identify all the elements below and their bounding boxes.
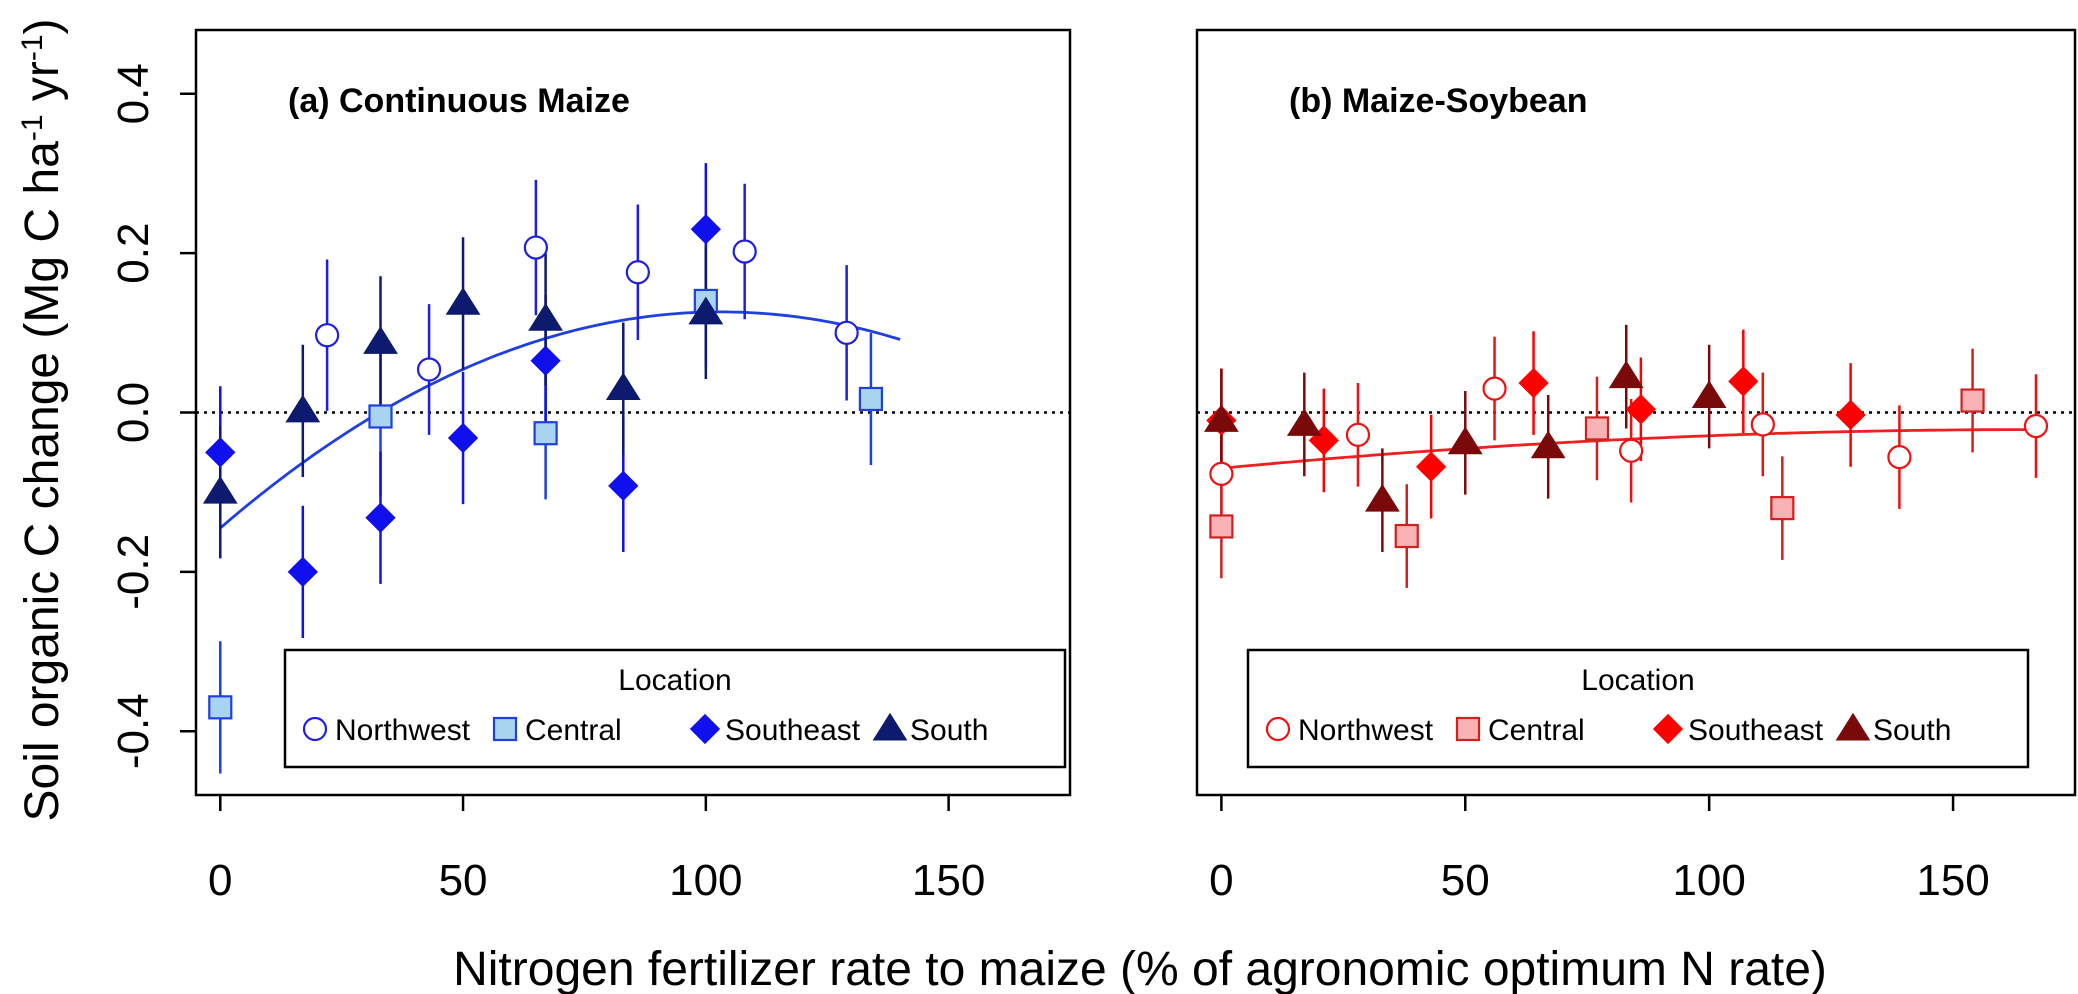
data-point-southeast (1625, 394, 1657, 425)
legend-marker-south (872, 712, 908, 741)
legend-marker-southeast (689, 713, 721, 745)
data-point-northwest (523, 235, 548, 260)
y-tick-label: -0.2 (109, 534, 158, 610)
data-point-northwest (1887, 445, 1912, 470)
x-axis-title: Nitrogen fertilizer rate to maize (% of … (453, 943, 1827, 994)
y-tick-label: -0.4 (109, 693, 158, 769)
data-point-south (445, 287, 481, 315)
data-point-southeast (690, 214, 721, 245)
data-point-central (208, 695, 233, 720)
data-point-southeast (365, 502, 396, 533)
y-axis-title: Soil organic C change (Mg C ha-1 yr-1) (16, 18, 69, 821)
legend-label-northwest: Northwest (335, 714, 471, 747)
legend-marker-southeast (1652, 713, 1684, 745)
data-point-northwest (2023, 413, 2049, 439)
data-point-south (1364, 483, 1400, 512)
y-axis-title-superscript: -1 (16, 114, 49, 141)
legend-label-south: South (1873, 714, 1951, 747)
data-point-central (368, 404, 393, 429)
data-point-northwest (732, 239, 757, 264)
data-point-southeast (530, 345, 561, 376)
data-point-northwest (1209, 461, 1234, 486)
x-tick-label: 0 (1209, 856, 1233, 905)
legend-label-central: Central (525, 714, 622, 747)
data-point-south (1530, 430, 1566, 459)
legend-label-southeast: Southeast (1688, 714, 1824, 747)
data-point-southeast (1415, 451, 1447, 482)
x-tick-label: 100 (669, 856, 742, 905)
y-tick-label: 0.0 (109, 382, 158, 443)
data-point-south (1286, 408, 1322, 436)
x-tick-label: 150 (1916, 856, 1989, 905)
data-point-central (858, 386, 884, 412)
panel-continuous-maize: 0 50 100 150 -0.4 -0.2 0.0 0.2 0.4 (a) Continuous… (109, 28, 1072, 905)
data-point-south (688, 296, 724, 325)
data-point-central (1960, 388, 1985, 413)
legend-marker-central (1455, 716, 1481, 742)
x-tick-label: 100 (1672, 856, 1745, 905)
data-point-south (605, 372, 641, 401)
data-point-northwest (1619, 438, 1644, 463)
y-axis-title-superscript: -1 (16, 34, 49, 61)
data-point-northwest (1482, 376, 1507, 401)
x-tick-label: 0 (208, 856, 232, 905)
data-point-northwest (834, 320, 859, 345)
data-point-central (533, 421, 558, 446)
data-point-south (1608, 360, 1644, 389)
data-point-south (528, 303, 563, 331)
data-point-northwest (416, 357, 442, 382)
data-point-southeast (205, 437, 236, 468)
data-point-southeast (1835, 399, 1866, 431)
data-point-south (1203, 404, 1239, 432)
data-point-southeast (287, 556, 318, 588)
data-point-central (1394, 523, 1419, 549)
data-point-southeast (447, 422, 479, 454)
panel-title: (a) Continuous Maize (288, 82, 630, 120)
fit-curve (219, 310, 901, 530)
data-point-northwest (1345, 422, 1371, 447)
panel-maize-soybean: 0 50 100 150 (b) Maize-Soybean Location Northw… (1195, 28, 2077, 905)
legend-box (283, 648, 1067, 769)
legend-marker-northwest (1265, 716, 1291, 742)
legend-box (1246, 648, 2030, 769)
legend-marker-central (492, 716, 518, 742)
data-point-southeast (1518, 367, 1549, 399)
x-tick-label: 50 (439, 856, 488, 905)
x-tick-label: 50 (1441, 856, 1490, 905)
y-axis-title-part: ) (16, 18, 69, 34)
legend-label-northwest: Northwest (1298, 714, 1434, 747)
panel-title: (b) Maize-Soybean (1289, 82, 1587, 120)
data-point-northwest (625, 260, 650, 285)
legend-label-southeast: Southeast (725, 714, 861, 747)
y-tick-label: 0.2 (109, 223, 158, 284)
data-point-northwest (315, 323, 340, 348)
y-axis-title-part: Soil organic C change (Mg C ha (16, 141, 69, 822)
data-point-south (1691, 380, 1727, 409)
data-point-southeast (608, 470, 639, 501)
data-point-northwest (1750, 412, 1775, 437)
legend-title: Location (1581, 664, 1694, 697)
x-tick-label: 150 (912, 856, 985, 905)
legend-marker-south (1835, 712, 1871, 741)
data-point-south (1447, 426, 1483, 455)
legend-label-south: South (910, 714, 988, 747)
y-tick-label: 0.4 (109, 63, 158, 124)
data-point-central (1770, 496, 1795, 521)
data-point-south (202, 475, 238, 504)
data-point-south (285, 394, 321, 423)
data-point-central (1584, 416, 1610, 441)
legend-label-central: Central (1488, 714, 1585, 747)
data-point-southeast (1728, 366, 1759, 397)
legend-marker-northwest (302, 716, 328, 742)
data-point-south (363, 326, 398, 354)
data-point-central (1209, 514, 1234, 539)
y-axis-title-part: yr (16, 61, 69, 114)
legend-title: Location (618, 664, 731, 697)
